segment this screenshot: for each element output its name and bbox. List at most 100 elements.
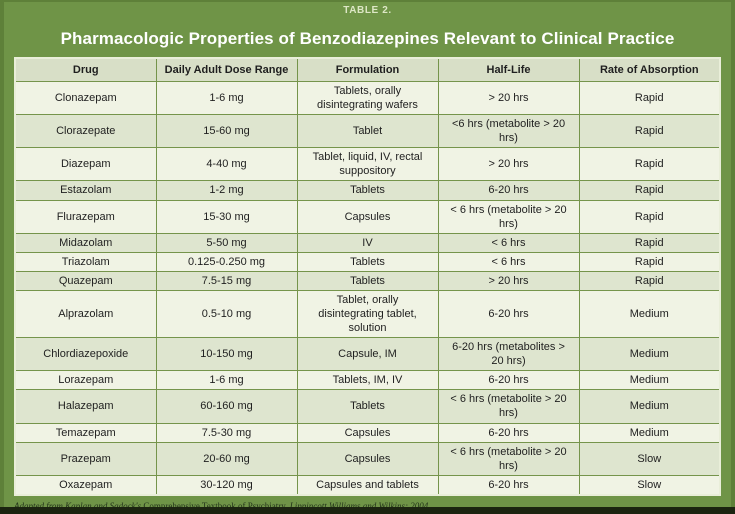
cell-drug: Estazolam [14,180,157,201]
table-number-label: TABLE 2. [343,5,392,16]
cell-absorption: Rapid [578,80,721,116]
cell-drug: Halazepam [14,389,157,424]
table-body: Clonazepam 1-6 mg Tablets, orally disinteg… [14,80,721,496]
cell-formulation: Tablets [296,389,439,424]
cell-drug: Midazolam [14,232,157,253]
cell-absorption: Rapid [578,232,721,253]
table-row: Midazolam 5-50 mg IV < 6 hrs Rapid [14,232,721,253]
cell-drug: Alprazolam [14,289,157,339]
column-header: Rate of Absorption [578,57,721,82]
cell-absorption: Rapid [578,199,721,234]
cell-dose: 0.125-0.250 mg [155,251,298,272]
cell-drug: Diazepam [14,147,157,182]
cell-dose: 5-50 mg [155,232,298,253]
benzodiazepine-table: Drug Daily Adult Dose Range Formulation Hal… [14,57,721,496]
footnote-lead: Adapted from Kaplan and Sadock's [14,500,142,511]
cell-half-life: 6-20 hrs [437,474,580,496]
cell-dose: 20-60 mg [155,441,298,476]
cell-drug: Lorazepam [14,370,157,391]
cell-drug: Chlordiazepoxide [14,337,157,372]
cell-half-life: > 20 hrs [437,270,580,291]
table-row: Lorazepam 1-6 mg Tablets, IM, IV 6-20 hrs Me… [14,370,721,391]
cell-half-life: < 6 hrs (metabolite > 20 hrs) [437,199,580,234]
cell-half-life: < 6 hrs (metabolite > 20 hrs) [437,389,580,424]
table-row: Diazepam 4-40 mg Tablet, liquid, IV, recta… [14,147,721,182]
header-row: Drug Daily Adult Dose Range Formulation Hal… [14,57,721,82]
cell-half-life: 6-20 hrs (metabolites > 20 hrs) [437,337,580,372]
table-row: Temazepam 7.5-30 mg Capsules 6-20 hrs Medium [14,422,721,443]
cell-dose: 1-6 mg [155,80,298,116]
cell-drug: Triazolam [14,251,157,272]
cell-absorption: Medium [578,422,721,443]
frame-edge-top [0,0,735,2]
cell-half-life: < 6 hrs [437,251,580,272]
cell-half-life: 6-20 hrs [437,370,580,391]
cell-formulation: Capsules [296,422,439,443]
cell-dose: 7.5-30 mg [155,422,298,443]
cell-half-life: > 20 hrs [437,147,580,182]
cell-drug: Clonazepam [14,80,157,116]
table-row: Alprazolam 0.5-10 mg Tablet, orally disint… [14,289,721,339]
cell-formulation: Tablets [296,251,439,272]
cell-formulation: Tablets, IM, IV [296,370,439,391]
cell-half-life: 6-20 hrs [437,422,580,443]
cell-formulation: Capsule, IM [296,337,439,372]
cell-formulation: Tablets, orally disintegrating wafers [296,80,439,116]
cell-dose: 60-160 mg [155,389,298,424]
source-footnote: Adapted from Kaplan and Sadock's Compreh… [14,501,721,511]
cell-absorption: Medium [578,289,721,339]
column-header: Half-Life [437,57,580,82]
table-header: Drug Daily Adult Dose Range Formulation Hal… [14,57,721,82]
column-header: Formulation [296,57,439,82]
table-row: Clonazepam 1-6 mg Tablets, orally disinteg… [14,80,721,116]
cell-absorption: Medium [578,337,721,372]
table-row: Clorazepate 15-60 mg Tablet <6 hrs (metabol… [14,114,721,149]
cell-drug: Prazepam [14,441,157,476]
column-header: Drug [14,57,157,82]
cell-half-life: < 6 hrs (metabolite > 20 hrs) [437,441,580,476]
cell-drug: Quazepam [14,270,157,291]
table-row: Halazepam 60-160 mg Tablets < 6 hrs (metabo… [14,389,721,424]
cell-drug: Flurazepam [14,199,157,234]
cell-formulation: Capsules [296,199,439,234]
cell-half-life: > 20 hrs [437,80,580,116]
cell-absorption: Rapid [578,114,721,149]
cell-absorption: Medium [578,389,721,424]
table-row: Flurazepam 15-30 mg Capsules < 6 hrs (metab… [14,199,721,234]
cell-dose: 1-6 mg [155,370,298,391]
cell-absorption: Slow [578,441,721,476]
cell-formulation: Tablets [296,180,439,201]
cell-half-life: < 6 hrs [437,232,580,253]
cell-absorption: Rapid [578,251,721,272]
table-row: Oxazepam 30-120 mg Capsules and tablets 6-2… [14,474,721,496]
cell-dose: 1-2 mg [155,180,298,201]
cell-dose: 0.5-10 mg [155,289,298,339]
cell-dose: 7.5-15 mg [155,270,298,291]
cell-formulation: Capsules and tablets [296,474,439,496]
cell-half-life: 6-20 hrs [437,289,580,339]
cell-formulation: Capsules [296,441,439,476]
cell-drug: Temazepam [14,422,157,443]
cell-absorption: Slow [578,474,721,496]
column-header: Daily Adult Dose Range [155,57,298,82]
table-title: Pharmacologic Properties of Benzodiazepi… [60,28,675,48]
cell-dose: 30-120 mg [155,474,298,496]
footnote-publisher: Lippincott Williams and Wilkins; 2004. [289,500,431,511]
cell-drug: Oxazepam [14,474,157,496]
table-row: Estazolam 1-2 mg Tablets 6-20 hrs Rapid [14,180,721,201]
cell-formulation: Tablets [296,270,439,291]
cell-formulation: Tablet, liquid, IV, rectal suppository [296,147,439,182]
table-row: Prazepam 20-60 mg Capsules < 6 hrs (metabol… [14,441,721,476]
cell-absorption: Rapid [578,147,721,182]
table-row: Chlordiazepoxide 10-150 mg Capsule, IM 6-20… [14,337,721,372]
cell-dose: 15-60 mg [155,114,298,149]
cell-absorption: Rapid [578,270,721,291]
cell-half-life: 6-20 hrs [437,180,580,201]
table-row: Triazolam 0.125-0.250 mg Tablets < 6 hrs Rap… [14,251,721,272]
frame-edge-left [0,0,4,514]
cell-formulation: IV [296,232,439,253]
cell-formulation: Tablet [296,114,439,149]
table-row: Quazepam 7.5-15 mg Tablets > 20 hrs Rapid [14,270,721,291]
cell-dose: 10-150 mg [155,337,298,372]
